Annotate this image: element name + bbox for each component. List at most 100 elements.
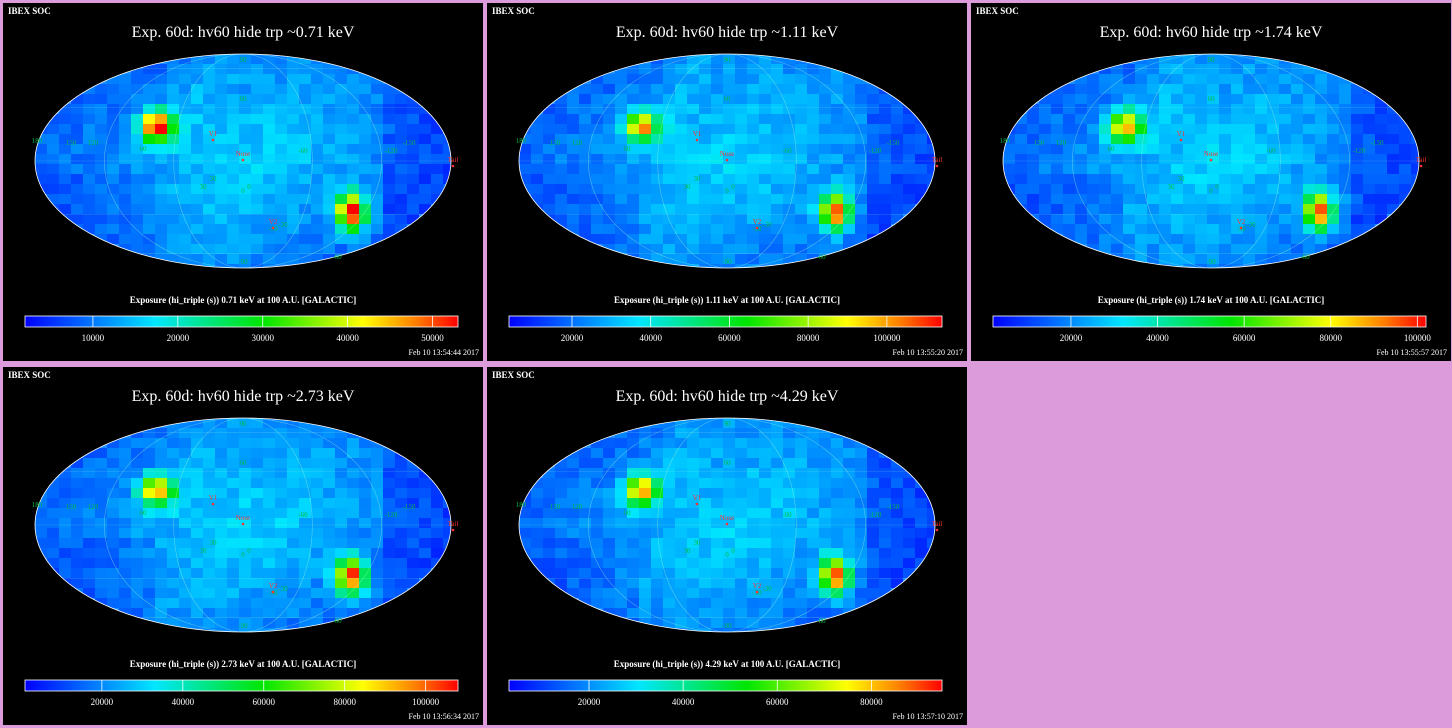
- grid-number: -60: [1266, 147, 1276, 155]
- grid-number: 0: [1209, 187, 1213, 195]
- map-outline: [518, 53, 936, 269]
- nose-marker-dot: [241, 158, 245, 162]
- tail-marker-dot: [935, 528, 939, 532]
- grid-number: -60: [816, 253, 826, 261]
- v1-marker-label: V1: [693, 130, 702, 138]
- sky-map-figure: IBEX SOC Exp. 60d: hv60 hide trp ~1.74 ke…: [976, 6, 1447, 357]
- nose-marker-label: Nose: [1204, 150, 1218, 158]
- sky-map-figure: IBEX SOC Exp. 60d: hv60 hide trp ~2.73 ke…: [8, 370, 479, 721]
- map-outline: [34, 417, 452, 633]
- timestamp: Feb 10 13:55:57 2017: [1377, 348, 1447, 357]
- exposure-pixels: [519, 54, 935, 268]
- tail-marker-label: Tail: [448, 156, 459, 164]
- map-title: Exp. 60d: hv60 hide trp ~2.73 keV: [132, 388, 355, 405]
- colorbar-tick-label: 40000: [639, 333, 662, 343]
- v1-marker-label: V1: [693, 494, 702, 502]
- v2-marker-dot: [271, 590, 275, 594]
- map-markers: V1 Nose V2 Tail: [1177, 130, 1427, 230]
- colorbar-tick-label: 20000: [1060, 333, 1083, 343]
- grid-number: 60: [724, 459, 732, 467]
- grid-number: 0: [247, 547, 251, 555]
- v1-marker-dot: [211, 502, 215, 506]
- timestamp: Feb 10 13:56:34 2017: [409, 712, 479, 721]
- mollweide-sky-map: [1003, 54, 1419, 268]
- grid-number: 30: [200, 547, 208, 555]
- colorbar-ticks: 20000 40000 60000 80000 100000: [561, 316, 901, 343]
- grid-number: 0: [241, 551, 245, 559]
- grid-number: 60: [724, 95, 732, 103]
- sky-map-panel-0-71kev: IBEX SOC Exp. 60d: hv60 hide trp ~0.71 ke…: [3, 3, 483, 361]
- grid-number: 60: [140, 509, 148, 517]
- sky-map-panel-1-11kev: IBEX SOC Exp. 60d: hv60 hide trp ~1.11 ke…: [487, 3, 967, 361]
- grid-number: 60: [240, 459, 248, 467]
- colorbar-tick-label: 80000: [860, 697, 883, 707]
- grid-number: 90: [724, 56, 732, 64]
- colorbar-ticks: 20000 40000 60000 80000 100000: [91, 680, 440, 707]
- colorbar-tick-label: 10000: [82, 333, 105, 343]
- colorbar-tick-label: 40000: [336, 333, 359, 343]
- timestamp: Feb 10 13:54:44 2017: [409, 348, 479, 357]
- mollweide-sky-map: [35, 54, 451, 268]
- colorbar-tick-label: 80000: [1319, 333, 1342, 343]
- colorbar-tick-label: 80000: [333, 697, 356, 707]
- grid-number: 90: [1208, 56, 1216, 64]
- nose-marker-label: Nose: [720, 150, 734, 158]
- grid-number: 0: [1215, 183, 1219, 191]
- colorbar-tick-label: 20000: [167, 333, 190, 343]
- grid-number: 150: [66, 139, 77, 147]
- grid-number: -30: [278, 221, 288, 229]
- colorbar-ticks: 20000 40000 60000 80000: [578, 680, 883, 707]
- colorbar-tick-label: 40000: [672, 697, 695, 707]
- colorbar-tick-label: 80000: [797, 333, 820, 343]
- nose-marker-label: Nose: [720, 514, 734, 522]
- grid-number: -150: [1371, 139, 1384, 147]
- exposure-pixels: [519, 418, 935, 632]
- grid-number: 60: [624, 509, 632, 517]
- colorbar: [24, 315, 459, 328]
- grid-number: 0: [725, 187, 729, 195]
- grid-number: 0: [241, 187, 245, 195]
- grid-number: -120: [385, 511, 398, 519]
- grid-number: 30: [200, 183, 208, 191]
- grid-number: 90: [724, 420, 732, 428]
- sky-map-figure: IBEX SOC Exp. 60d: hv60 hide trp ~0.71 ke…: [8, 6, 479, 357]
- colorbar-tick-label: 50000: [421, 333, 444, 343]
- grid-number-labels: 9060300-30-60-9012060300-30-60-120-15018…: [32, 56, 416, 266]
- grid-number: -60: [1300, 253, 1310, 261]
- sky-map-figure: IBEX SOC Exp. 60d: hv60 hide trp ~4.29 ke…: [492, 370, 963, 721]
- map-outline: [1002, 53, 1420, 269]
- map-title: Exp. 60d: hv60 hide trp ~1.11 keV: [616, 24, 839, 41]
- colorbar: [992, 315, 1427, 328]
- grid-number: -30: [1246, 221, 1256, 229]
- grid-number: -90: [238, 622, 248, 630]
- v1-marker-dot: [211, 138, 215, 142]
- grid-number: 30: [694, 175, 702, 183]
- v1-marker-dot: [1179, 138, 1183, 142]
- grid-number: -60: [298, 511, 308, 519]
- grid-number: 30: [210, 539, 218, 547]
- grid-number: 30: [1178, 175, 1186, 183]
- map-markers: V1 Nose V2 Tail: [693, 494, 942, 594]
- colorbar: [508, 315, 943, 328]
- soc-label: IBEX SOC: [8, 6, 51, 16]
- map-title: Exp. 60d: hv60 hide trp ~0.71 keV: [132, 24, 355, 41]
- timestamp: Feb 10 13:55:20 2017: [893, 348, 963, 357]
- grid-number: -150: [403, 503, 416, 511]
- sky-map-panel-4-29kev: IBEX SOC Exp. 60d: hv60 hide trp ~4.29 ke…: [487, 367, 967, 725]
- map-markers: V1 Nose V2 Tail: [209, 494, 458, 594]
- grid-number: -120: [869, 147, 882, 155]
- grid-number: 180: [32, 501, 43, 509]
- v2-marker-label: V2: [753, 218, 762, 226]
- grid-number: -150: [403, 139, 416, 147]
- soc-label: IBEX SOC: [492, 370, 535, 380]
- v1-marker-label: V1: [209, 494, 218, 502]
- colorbar-ticks: 10000 20000 30000 40000 50000: [82, 316, 444, 343]
- grid-number: -120: [869, 511, 882, 519]
- colorbar-label: Exposure (hi_triple (s)) 1.11 keV at 100…: [614, 295, 840, 305]
- exposure-pixels: [35, 418, 451, 632]
- tail-marker-label: Tail: [1416, 156, 1427, 164]
- grid-number: 30: [210, 175, 218, 183]
- grid-number: 60: [1208, 95, 1216, 103]
- grid-number: 120: [1056, 139, 1067, 147]
- v2-marker-dot: [1239, 226, 1243, 230]
